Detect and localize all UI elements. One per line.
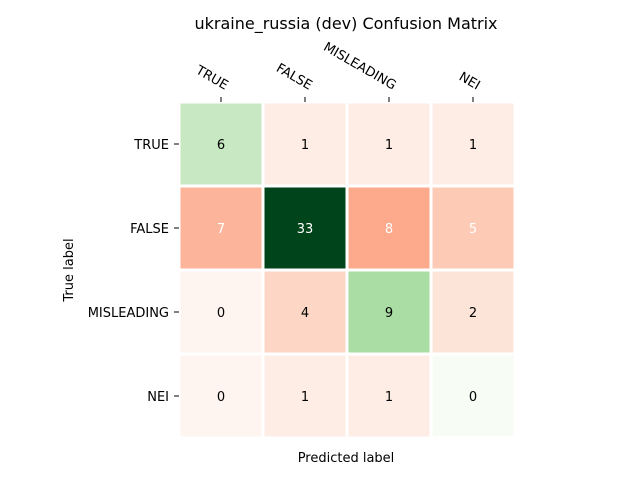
cell-value-label: 8 — [385, 222, 393, 237]
cell-value-label: 0 — [217, 306, 225, 321]
heatmap-cell — [264, 355, 346, 437]
heatmap-cell — [180, 103, 262, 185]
heatmap-cell — [348, 355, 430, 437]
y-tick-label: MISLEADING — [88, 306, 169, 321]
cell-value-label: 1 — [469, 138, 477, 153]
cell-value-label: 5 — [469, 222, 477, 237]
heatmap-cell — [264, 187, 346, 269]
y-tick-label: TRUE — [133, 138, 169, 153]
heatmap-cell — [432, 187, 514, 269]
heatmap-cell — [180, 187, 262, 269]
y-axis-label: True label — [62, 238, 77, 302]
cell-value-label: 1 — [385, 390, 393, 405]
x-axis-label: Predicted label — [298, 451, 395, 466]
cell-value-label: 1 — [301, 138, 309, 153]
cell-value-label: 1 — [301, 390, 309, 405]
cell-value-label: 1 — [385, 138, 393, 153]
heatmap-cell — [432, 103, 514, 185]
cell-value-label: 7 — [217, 222, 225, 237]
heatmap-cell — [348, 271, 430, 353]
heatmap-cell — [264, 271, 346, 353]
cell-value-label: 2 — [469, 306, 477, 321]
heatmap-cell — [264, 103, 346, 185]
heatmap-cell — [432, 355, 514, 437]
heatmap-cell — [348, 103, 430, 185]
cell-value-label: 0 — [469, 390, 477, 405]
chart-title: ukraine_russia (dev) Confusion Matrix — [194, 14, 497, 34]
heatmap-cell — [180, 355, 262, 437]
cell-value-label: 0 — [217, 390, 225, 405]
heatmap-cell — [348, 187, 430, 269]
heatmap-cell — [432, 271, 514, 353]
cell-value-label: 33 — [297, 222, 314, 237]
heatmap-cell — [180, 271, 262, 353]
y-tick-label: NEI — [147, 390, 169, 405]
heatmap-cells: 6 1 1 17 33 8 50 4 9 20 1 1 0 — [180, 103, 514, 437]
cell-value-label: 4 — [301, 306, 309, 321]
cell-value-label: 6 — [217, 138, 225, 153]
y-tick-label: FALSE — [130, 222, 169, 237]
cell-value-label: 9 — [385, 306, 393, 321]
